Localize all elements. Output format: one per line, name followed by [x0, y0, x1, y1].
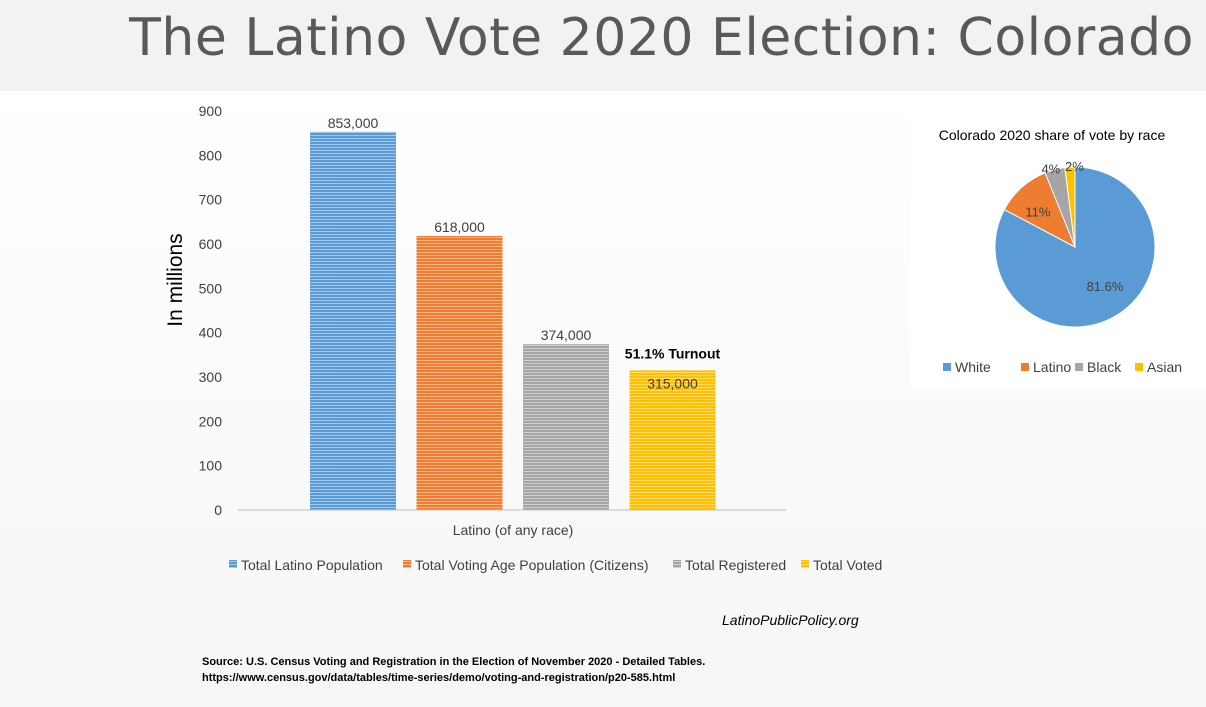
legend-label: Total Registered [685, 557, 786, 573]
y-tick-label: 400 [199, 325, 223, 341]
bar-total-voted [629, 370, 716, 510]
legend-swatch [1021, 363, 1029, 371]
y-axis-label: In millions [164, 233, 187, 326]
legend-swatch-texture [801, 560, 809, 568]
legend-swatch [1075, 363, 1083, 371]
y-tick-label: 500 [199, 280, 223, 296]
legend-swatch [1135, 363, 1143, 371]
legend-item: Total Voted [801, 557, 882, 573]
legend-swatch-texture [403, 560, 411, 568]
source-line-1: Source: U.S. Census Voting and Registrat… [202, 656, 706, 668]
legend-label: Total Latino Population [241, 557, 383, 573]
pie-legend-item: Latino [1021, 359, 1071, 375]
legend-label: Latino [1033, 359, 1071, 375]
pie-data-label: 11% [1025, 205, 1050, 220]
bar-total-registered [523, 344, 609, 510]
bar-total-latino-population [310, 131, 396, 510]
y-tick-label: 200 [199, 413, 223, 429]
pie-chart-title: Colorado 2020 share of vote by race [939, 127, 1166, 143]
pie-slice-asian [1064, 166, 1076, 248]
source-note: Source: U.S. Census Voting and Registrat… [202, 654, 705, 686]
bar-data-label: 315,000 [647, 375, 698, 391]
legend-swatch-texture [229, 560, 237, 568]
bar-data-label: 618,000 [434, 219, 485, 235]
bar-data-label: 374,000 [541, 327, 592, 343]
bar-data-label: 853,000 [328, 115, 379, 131]
legend-item: Total Registered [673, 557, 786, 573]
site-credit: LatinoPublicPolicy.org [722, 612, 859, 628]
pie-data-label: 4% [1041, 161, 1060, 176]
bar-total-voting-age-population-citizens [416, 236, 503, 510]
y-tick-label: 900 [199, 103, 223, 119]
title-band [0, 0, 1206, 91]
legend-label: Asian [1147, 359, 1182, 375]
bar-texture [310, 131, 396, 510]
y-tick-label: 100 [199, 458, 223, 474]
y-tick-label: 800 [199, 147, 223, 163]
pie-chart-panel: Colorado 2020 share of vote by race 81.6… [910, 118, 1206, 388]
pie-data-label: 2% [1065, 159, 1084, 174]
bar-texture [629, 370, 716, 510]
legend-swatch-texture [673, 560, 681, 568]
legend-item: Total Latino Population [229, 557, 383, 573]
page-title: The Latino Vote 2020 Election: Colorado [129, 8, 1194, 68]
pie-legend-item: Asian [1135, 359, 1182, 375]
legend-label: Total Voted [813, 557, 882, 573]
turnout-annotation: 51.1% Turnout [625, 345, 721, 361]
bar-texture [523, 344, 609, 510]
legend-label: Black [1087, 359, 1122, 375]
pie-data-label: 81.6% [1087, 279, 1124, 294]
legend-label: White [955, 359, 991, 375]
bar-texture [416, 236, 503, 510]
y-tick-label: 700 [199, 192, 223, 208]
x-category-label: Latino (of any race) [453, 522, 574, 538]
pie-legend-item: Black [1075, 359, 1122, 375]
legend-label: Total Voting Age Population (Citizens) [415, 557, 648, 573]
source-line-2: https://www.census.gov/data/tables/time-… [202, 672, 676, 684]
legend-swatch [943, 363, 951, 371]
pie-legend-item: White [943, 359, 991, 375]
y-tick-label: 300 [199, 369, 223, 385]
y-tick-label: 600 [199, 236, 223, 252]
pie-chart: Colorado 2020 share of vote by race 81.6… [939, 127, 1182, 375]
y-tick-label: 0 [214, 502, 222, 518]
legend-item: Total Voting Age Population (Citizens) [403, 557, 648, 573]
